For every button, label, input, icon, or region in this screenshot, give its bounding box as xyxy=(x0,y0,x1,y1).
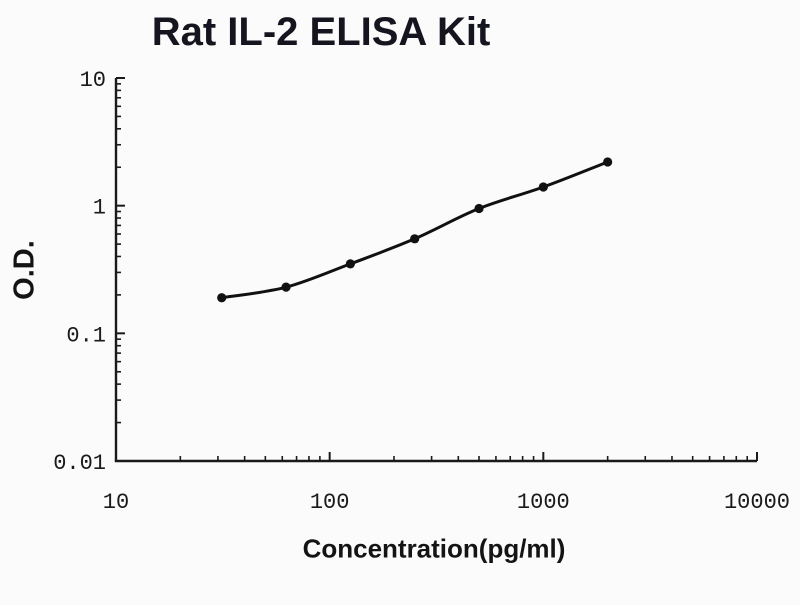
x-tick-label: 100 xyxy=(310,490,350,515)
x-tick-label: 10 xyxy=(103,490,129,515)
standard-curve-line xyxy=(220,160,610,300)
y-tick-label: 10 xyxy=(80,68,106,93)
y-axis-title: O.D. xyxy=(8,240,41,300)
data-point xyxy=(538,182,548,192)
y-tick-label: 0.01 xyxy=(53,451,106,476)
data-point xyxy=(345,259,355,269)
chart-title: Rat IL-2 ELISA Kit xyxy=(151,10,491,54)
data-point xyxy=(410,234,420,244)
x-tick-label: 10000 xyxy=(724,490,790,515)
data-point xyxy=(281,282,291,292)
data-point xyxy=(217,293,227,303)
y-tick-label: 0.1 xyxy=(66,323,106,348)
data-point xyxy=(474,203,484,214)
y-tick-label: 1 xyxy=(93,196,106,221)
data-point xyxy=(603,157,613,167)
x-axis-title: Concentration(pg/ml) xyxy=(302,533,566,564)
x-tick-label: 1000 xyxy=(517,490,570,515)
